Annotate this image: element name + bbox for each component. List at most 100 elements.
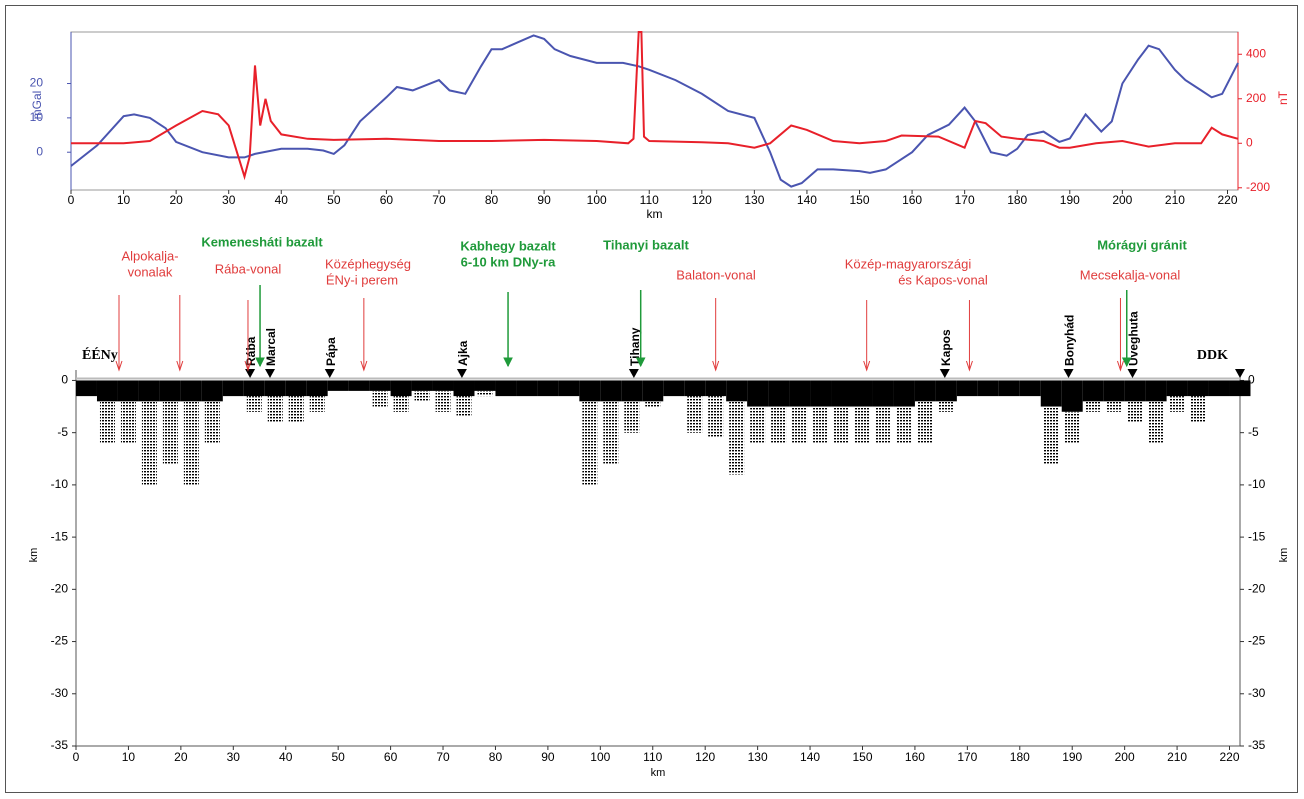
data-line: [71, 31, 1239, 181]
y2-tick-label: -35: [1248, 738, 1266, 752]
seismic-band: [684, 380, 706, 397]
seismic-scatter: [1169, 396, 1185, 412]
seismic-scatter: [855, 406, 870, 444]
y2-tick-label: -5: [1248, 425, 1259, 439]
station-marker: [628, 369, 639, 378]
seismic-band: [348, 380, 370, 391]
x-tick-label: 160: [905, 750, 925, 764]
seismic-band: [558, 380, 580, 397]
seismic-scatter: [141, 401, 157, 485]
seismic-band: [201, 380, 223, 402]
annotation-text: Alpokalja-: [121, 248, 178, 263]
seismic-band: [893, 380, 915, 407]
seismic-band: [1103, 380, 1125, 402]
seismic-band: [726, 380, 748, 402]
station-label: Marcal: [264, 328, 278, 366]
x-tick-label: 200: [1112, 193, 1132, 207]
y-tick-label: -15: [51, 529, 69, 543]
seismic-band: [264, 380, 286, 397]
x-tick-label: 210: [1165, 193, 1185, 207]
x-tick-label: 150: [852, 750, 872, 764]
seismic-band: [579, 380, 601, 402]
station-label: Üveghuta: [1126, 311, 1141, 366]
y2-tick-label: -20: [1248, 582, 1266, 596]
annotation-text: Rába-vonal: [215, 261, 282, 276]
seismic-scatter: [792, 406, 808, 444]
annotation-text: Tihanyi bazalt: [603, 237, 689, 252]
x-tick-label: 70: [432, 193, 446, 207]
x-tick-label: 90: [541, 750, 555, 764]
seismic-band: [390, 380, 412, 397]
x-tick-label: 140: [800, 750, 820, 764]
x-tick-label: 170: [955, 193, 975, 207]
seismic-band: [243, 380, 265, 397]
seismic-scatter: [1106, 401, 1122, 412]
seismic-band: [432, 380, 454, 391]
seismic-band: [1166, 380, 1188, 397]
seismic-scatter: [834, 406, 849, 444]
seismic-band: [1082, 380, 1104, 402]
x-tick-label: 190: [1060, 193, 1080, 207]
seismic-band: [935, 380, 957, 402]
station-marker: [939, 369, 950, 378]
seismic-band: [1040, 380, 1062, 407]
y-tick-label: 0: [36, 144, 43, 158]
annotation-text: Középhegység: [325, 256, 411, 271]
seismic-scatter: [183, 401, 199, 485]
x-tick-label: 180: [1007, 193, 1027, 207]
x-tick-label: 70: [436, 750, 450, 764]
station-label: Pápa: [324, 337, 338, 366]
arrow-head: [360, 360, 368, 372]
seismic-band: [705, 380, 727, 397]
y2-tick-label: -30: [1248, 686, 1266, 700]
y-tick-label: -5: [57, 425, 68, 439]
seismic-scatter: [1148, 401, 1164, 444]
seismic-band: [956, 380, 978, 397]
x-tick-label: 130: [748, 750, 768, 764]
seismic-scatter: [162, 401, 178, 464]
x-tick-label: 30: [222, 193, 236, 207]
seismic-scatter: [414, 390, 430, 402]
y-tick-label: -25: [51, 634, 69, 648]
annotation-text: és Kapos-vonal: [898, 272, 988, 287]
y2-tick-label: 0: [1246, 135, 1253, 149]
station-marker: [1127, 369, 1138, 378]
seismic-band: [327, 380, 349, 391]
arrow-head: [1121, 357, 1132, 368]
seismic-band: [159, 380, 181, 402]
y2-axis-label: km: [1278, 548, 1290, 563]
annotation-text: Mórágyi gránit: [1097, 237, 1187, 252]
x-tick-label: 190: [1062, 750, 1082, 764]
y-axis-label: mGal: [30, 91, 44, 120]
seismic-band: [1145, 380, 1167, 402]
x-tick-label: 40: [275, 193, 289, 207]
y-tick-label: -35: [51, 738, 69, 752]
x-tick-label: 100: [587, 193, 607, 207]
annotation-text: Balaton-vonal: [676, 267, 756, 282]
annotation-text: Kabhegy bazalt: [460, 238, 556, 253]
seismic-band: [96, 380, 118, 402]
seismic-scatter: [938, 401, 954, 412]
station-marker: [324, 369, 335, 378]
seismic-scatter: [1043, 406, 1059, 464]
seismic-scatter: [771, 406, 787, 444]
seismic-scatter: [99, 401, 115, 444]
seismic-scatter: [1127, 401, 1143, 423]
seismic-band: [831, 380, 852, 407]
annotation-text: ÉNy-i perem: [326, 272, 398, 287]
y-tick-label: 10: [30, 110, 44, 124]
seismic-scatter: [435, 390, 451, 412]
x-tick-label: 100: [590, 750, 610, 764]
seismic-scatter: [1064, 411, 1080, 444]
arrow-head: [115, 360, 123, 372]
y2-tick-label: -10: [1248, 477, 1266, 491]
x-tick-label: 10: [117, 193, 131, 207]
annotation-text: Kemenesháti bazalt: [201, 234, 323, 249]
x-tick-label: 20: [174, 750, 188, 764]
end-label-right: DDK: [1197, 348, 1228, 363]
seismic-scatter: [1190, 396, 1206, 423]
x-tick-label: 50: [327, 193, 341, 207]
station-label: Tihany: [628, 327, 642, 366]
x-tick-label: 130: [744, 193, 764, 207]
